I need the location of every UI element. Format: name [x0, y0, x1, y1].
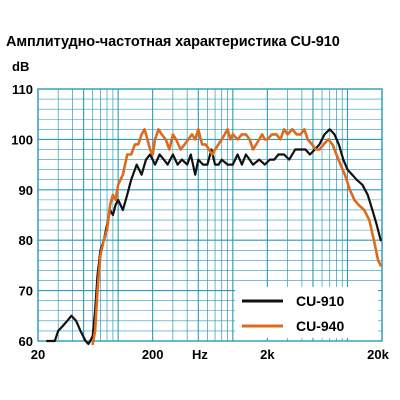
x-tick-label: 20 [31, 347, 45, 362]
y-tick-label: 70 [19, 284, 33, 299]
y-tick-label: 100 [11, 132, 33, 147]
x-tick-label: Hz [192, 347, 208, 362]
x-tick-label: 2k [260, 347, 275, 362]
legend-label-cu-940: CU-940 [296, 318, 344, 334]
legend: CU-910 CU-940 [235, 287, 378, 338]
x-tick-label: 200 [142, 347, 164, 362]
y-tick-label: 110 [12, 82, 33, 97]
legend-box [235, 287, 378, 338]
y-tick-label: 60 [19, 334, 33, 349]
y-tick-label: 90 [19, 183, 33, 198]
y-axis-unit-label: dB [12, 59, 29, 74]
chart-title: Амплитудно-частотная характеристика CU-9… [6, 34, 340, 50]
y-tick-label: 80 [19, 233, 33, 248]
legend-label-cu-910: CU-910 [296, 293, 344, 309]
x-tick-label: 20k [367, 347, 389, 362]
series-line-cu-940 [91, 128, 383, 346]
plot-area-frame [37, 88, 383, 342]
axis-tick-labels: 20 200 Hz 2k 20k 110 100 90 80 70 60 [11, 82, 389, 362]
series-lines [45, 128, 383, 346]
